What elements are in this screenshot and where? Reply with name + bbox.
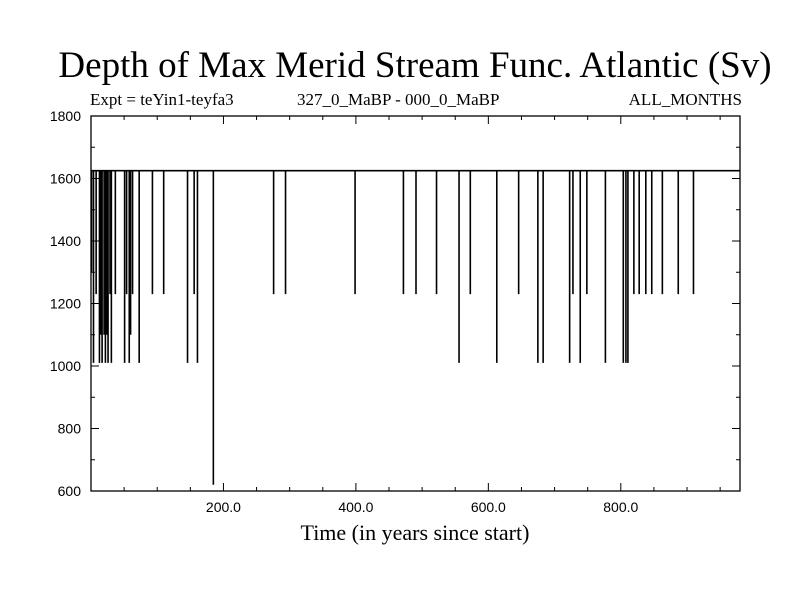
- chart-title: Depth of Max Merid Stream Func. Atlantic…: [58, 45, 772, 86]
- y-tick-label: 1800: [50, 108, 81, 124]
- x-tick-label: 200.0: [206, 499, 241, 515]
- x-tick-label: 600.0: [471, 499, 506, 515]
- x-tick-label: 800.0: [603, 499, 638, 515]
- y-tick-label: 1600: [50, 171, 81, 187]
- x-tick-label: 400.0: [338, 499, 373, 515]
- y-tick-label: 600: [58, 483, 82, 499]
- x-axis-title: Time (in years since start): [300, 520, 530, 545]
- y-tick-label: 1000: [50, 358, 81, 374]
- months-label: ALL_MONTHS: [628, 90, 742, 109]
- experiment-label: Expt = teYin1-teyfa3: [90, 90, 234, 109]
- period-label: 327_0_MaBP - 000_0_MaBP: [297, 90, 500, 109]
- y-tick-label: 1200: [50, 296, 81, 312]
- y-tick-label: 800: [58, 421, 82, 437]
- y-tick-label: 1400: [50, 233, 81, 249]
